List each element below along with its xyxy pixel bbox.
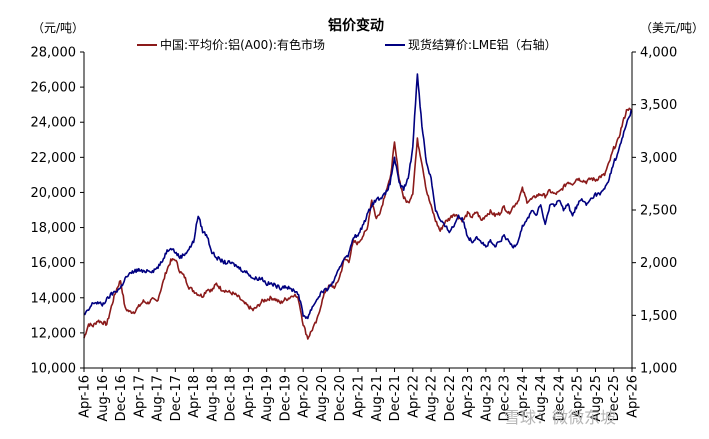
x-tick-label: Apr-19 xyxy=(242,375,257,418)
x-tick-label: Aug-16 xyxy=(96,375,111,422)
left-tick-label: 22,000 xyxy=(31,151,77,166)
x-tick-label: Aug-24 xyxy=(534,375,549,422)
x-tick-label: Dec-17 xyxy=(169,375,184,421)
legend-label-china: 中国:平均价:铝(A00):有色市场 xyxy=(160,37,325,52)
right-tick-label: 1,000 xyxy=(640,362,677,377)
x-tick-label: Aug-19 xyxy=(260,375,275,422)
x-tick-label: Dec-18 xyxy=(224,375,239,421)
left-tick-label: 10,000 xyxy=(31,362,77,377)
series-line-lme xyxy=(83,73,633,320)
right-tick-label: 4,000 xyxy=(640,46,677,61)
x-tick-label: Apr-16 xyxy=(78,375,93,418)
x-tick-label: Dec-20 xyxy=(333,375,348,421)
x-tick-label: Apr-25 xyxy=(571,375,586,418)
x-tick-label: Dec-16 xyxy=(114,375,129,421)
x-tick-label: Apr-21 xyxy=(352,375,367,418)
left-tick-label: 16,000 xyxy=(31,256,77,271)
right-tick-label: 2,500 xyxy=(640,204,677,219)
right-tick-label: 3,000 xyxy=(640,151,677,166)
watermark: 雪球：微微东坡 xyxy=(504,408,616,427)
x-tick-label: Dec-19 xyxy=(278,375,293,421)
axes-layer: 10,000 12,000 14,000 16,000 18,000 20,000 22,0… xyxy=(31,46,678,422)
x-tick-label: Aug-22 xyxy=(425,375,440,422)
left-tick-label: 12,000 xyxy=(31,326,77,341)
right-axis-unit: （美元/吨） xyxy=(640,21,704,35)
x-tick-label: Apr-18 xyxy=(187,375,202,418)
series-line-china-a00 xyxy=(83,107,633,340)
left-tick-label: 26,000 xyxy=(31,81,77,96)
right-tick-label: 2,000 xyxy=(640,256,677,271)
right-tick-label: 3,500 xyxy=(640,98,677,113)
x-tick-label: Dec-21 xyxy=(388,375,403,421)
x-tick-label: Dec-23 xyxy=(498,375,513,421)
legend: 中国:平均价:铝(A00):有色市场 现货结算价:LME铝（右轴） xyxy=(137,37,557,52)
legend-label-lme: 现货结算价:LME铝（右轴） xyxy=(408,37,557,52)
x-tick-label: Apr-24 xyxy=(516,375,531,418)
left-axis-unit: （元/吨） xyxy=(32,21,84,35)
x-tick-label: Aug-25 xyxy=(589,375,604,422)
x-tick-label: Dec-25 xyxy=(607,375,622,421)
x-tick-label: Apr-23 xyxy=(461,375,476,418)
left-tick-label: 28,000 xyxy=(31,46,77,61)
left-tick-label: 14,000 xyxy=(31,291,77,306)
x-tick-label: Aug-20 xyxy=(315,375,330,422)
left-tick-label: 18,000 xyxy=(31,221,77,236)
x-tick-label: Dec-22 xyxy=(443,375,458,421)
x-tick-label: Aug-23 xyxy=(479,375,494,422)
series-layer xyxy=(83,73,633,340)
x-tick-label: Aug-21 xyxy=(370,375,385,422)
x-tick-label: Dec-24 xyxy=(552,375,567,421)
x-tick-label: Aug-18 xyxy=(205,375,220,422)
x-tick-label: Apr-17 xyxy=(132,375,147,418)
x-tick-label: Apr-26 xyxy=(626,375,641,418)
x-tick-label: Aug-17 xyxy=(151,375,166,422)
left-tick-label: 24,000 xyxy=(31,116,77,131)
x-tick-label: Apr-22 xyxy=(406,375,421,418)
x-tick-label: Apr-20 xyxy=(297,375,312,418)
right-tick-label: 1,500 xyxy=(640,309,677,324)
left-tick-label: 20,000 xyxy=(31,186,77,201)
chart-title: 铝价变动 xyxy=(328,17,384,34)
